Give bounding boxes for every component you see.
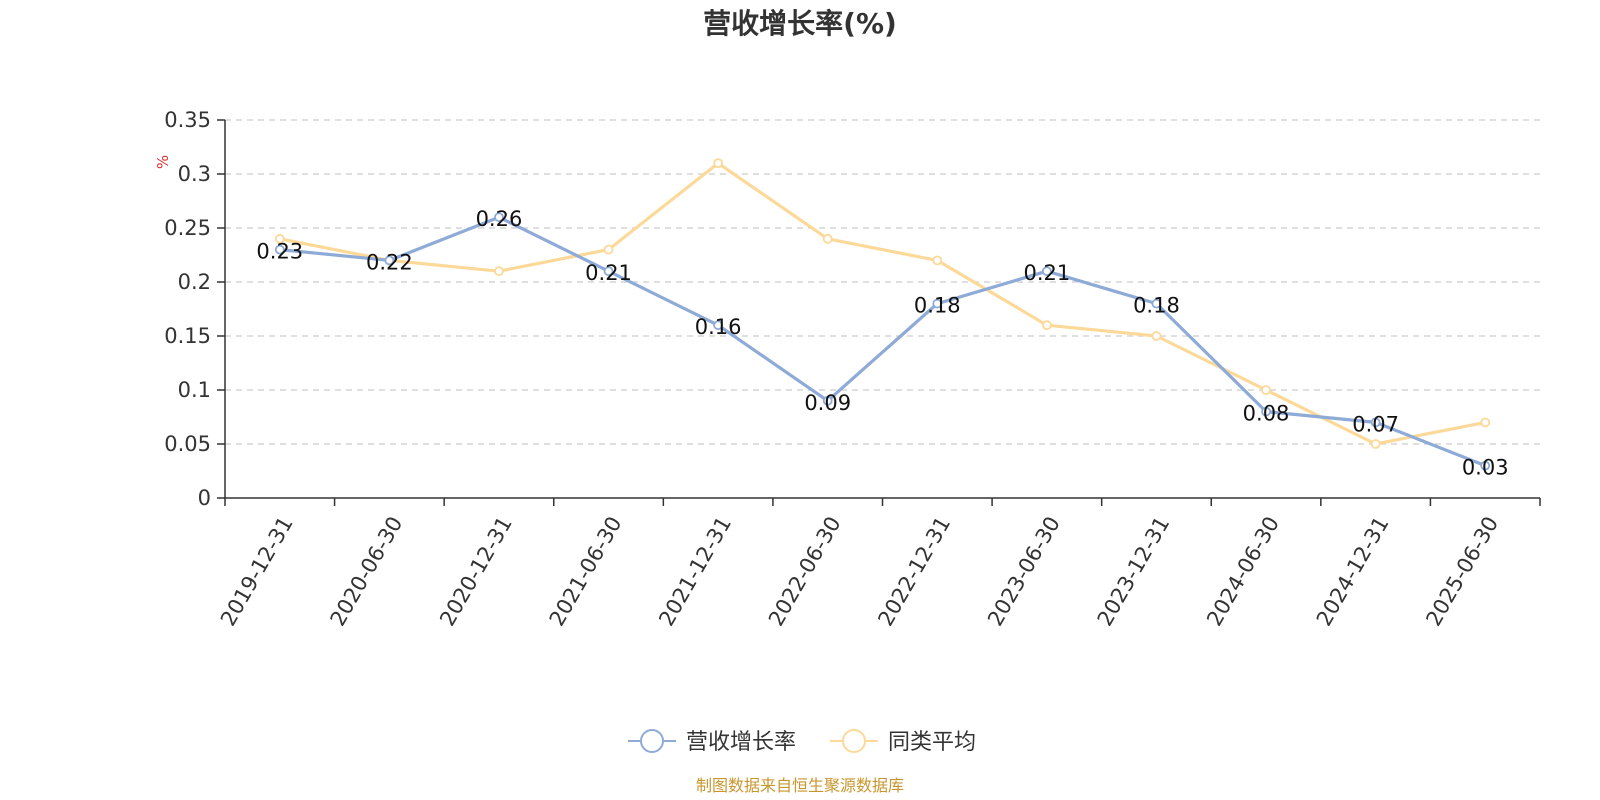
y-tick-label: 0.3	[178, 162, 211, 186]
data-label: 0.22	[366, 250, 413, 274]
legend-item[interactable]: 营收增长率	[628, 729, 796, 755]
data-point	[384, 255, 395, 266]
legend-marker	[842, 729, 866, 753]
data-point	[713, 320, 724, 331]
chart-title: 营收增长率(%)	[703, 7, 897, 40]
data-label: 0.07	[1352, 412, 1399, 436]
data-point	[1480, 460, 1491, 471]
x-tick-label: 2022-12-31	[873, 512, 955, 630]
x-tick-label: 2021-12-31	[654, 512, 736, 630]
series-lines	[274, 158, 1491, 471]
data-point	[822, 395, 833, 406]
data-point	[932, 298, 943, 309]
x-tick-label: 2021-06-30	[545, 512, 627, 630]
data-label: 0.16	[695, 315, 742, 339]
data-label: 0.26	[476, 207, 523, 231]
legend: 营收增长率 同类平均	[628, 729, 976, 755]
y-tick-label: 0.35	[164, 108, 211, 132]
grid-lines	[225, 119, 1540, 445]
y-axis-unit: %	[154, 155, 172, 169]
data-point	[822, 233, 833, 244]
data-point	[1041, 266, 1052, 277]
y-tick-label: 0.25	[164, 216, 211, 240]
x-tick-label: 2023-12-31	[1093, 512, 1175, 630]
y-tick-label: 0	[198, 486, 211, 510]
data-point	[1041, 320, 1052, 331]
legend-marker	[640, 729, 664, 753]
legend-label: 同类平均	[888, 730, 976, 755]
series-line	[279, 215, 1486, 468]
data-point	[494, 212, 504, 223]
data-source: 制图数据来自恒生聚源数据库	[696, 776, 904, 795]
data-point	[1261, 406, 1271, 417]
y-tick-label: 0.2	[178, 270, 211, 294]
x-tick-label: 2023-06-30	[983, 512, 1065, 630]
y-tick-label: 0.1	[178, 378, 211, 402]
data-point	[932, 255, 943, 266]
legend-item[interactable]: 同类平均	[830, 729, 976, 755]
data-point	[1261, 385, 1271, 395]
x-tick-label: 2020-12-31	[435, 512, 517, 630]
data-point	[1370, 417, 1381, 428]
data-label: 0.21	[585, 261, 632, 285]
data-label: 0.08	[1243, 402, 1290, 426]
legend-label: 营收增长率	[686, 730, 796, 755]
data-label: 0.21	[1023, 261, 1070, 285]
x-tick-label: 2020-06-30	[326, 512, 408, 630]
x-tick-label: 2024-06-30	[1202, 512, 1284, 630]
data-label: 0.23	[256, 240, 303, 264]
y-tick-label: 0.15	[164, 324, 211, 348]
data-labels: 0.23 0.22 0.26 0.21 0.16 0.09 0.18 0.21 0.18 0.08…	[256, 207, 1508, 479]
data-label: 0.18	[1133, 294, 1180, 318]
data-point	[713, 158, 724, 169]
data-point	[1151, 331, 1162, 341]
data-point	[274, 233, 285, 244]
x-tick-label: 2022-06-30	[764, 512, 846, 630]
data-point	[1370, 439, 1381, 449]
data-point	[1480, 417, 1491, 428]
data-point	[603, 266, 614, 277]
data-point	[494, 266, 504, 277]
data-point	[274, 244, 285, 255]
x-tick-label: 2025-06-30	[1421, 512, 1503, 630]
series-line	[279, 161, 1486, 446]
data-label: 0.18	[914, 294, 961, 318]
x-tick-label: 2024-12-31	[1312, 512, 1394, 630]
data-point	[603, 244, 614, 255]
data-label: 0.03	[1462, 456, 1509, 480]
x-tick-label: 2019-12-31	[216, 512, 298, 630]
data-label: 0.09	[804, 391, 851, 415]
data-point	[1151, 298, 1162, 309]
axes: 0 0.05 0.1 0.15 0.2 0.25 0.3 0.35 2019-12-31 2020…	[164, 108, 1541, 630]
y-tick-label: 0.05	[164, 432, 211, 456]
